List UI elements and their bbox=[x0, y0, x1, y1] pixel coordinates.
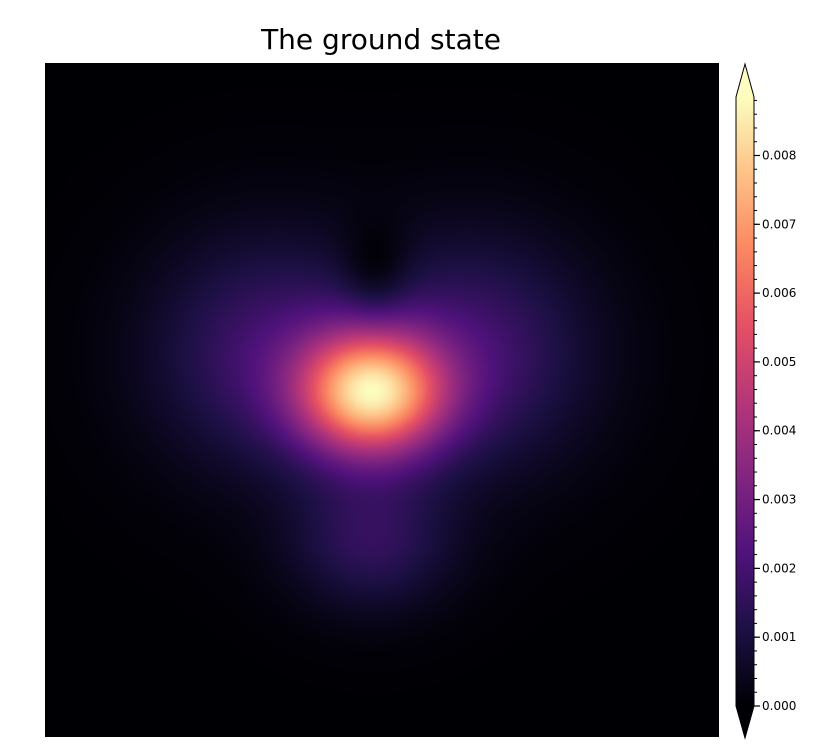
chart-title: The ground state bbox=[260, 23, 501, 56]
colorbar: 0.000 0.001 0.002 0.003 0.004 0.005 0.006 0.007… bbox=[735, 62, 796, 740]
colorbar-extend-min bbox=[736, 706, 754, 738]
colorbar-tick-label: 0.007 bbox=[762, 217, 796, 231]
colorbar-major-ticks: 0.000 0.001 0.002 0.003 0.004 0.005 0.006 0.007… bbox=[754, 148, 796, 713]
colorbar-gradient bbox=[736, 97, 754, 706]
colorbar-tick-label: 0.003 bbox=[762, 493, 796, 507]
colorbar-tick-label: 0.001 bbox=[762, 630, 796, 644]
colorbar-tick-label: 0.005 bbox=[762, 355, 796, 369]
heatmap-image bbox=[45, 63, 719, 737]
colorbar-tick-label: 0.000 bbox=[762, 699, 796, 713]
colorbar-tick-label: 0.006 bbox=[762, 286, 796, 300]
colorbar-extend-max bbox=[736, 64, 754, 97]
colorbar-tick-label: 0.002 bbox=[762, 561, 796, 575]
colorbar-tick-label: 0.008 bbox=[762, 148, 796, 162]
colorbar-tick-label: 0.004 bbox=[762, 424, 796, 438]
colorbar-outline bbox=[735, 62, 755, 740]
